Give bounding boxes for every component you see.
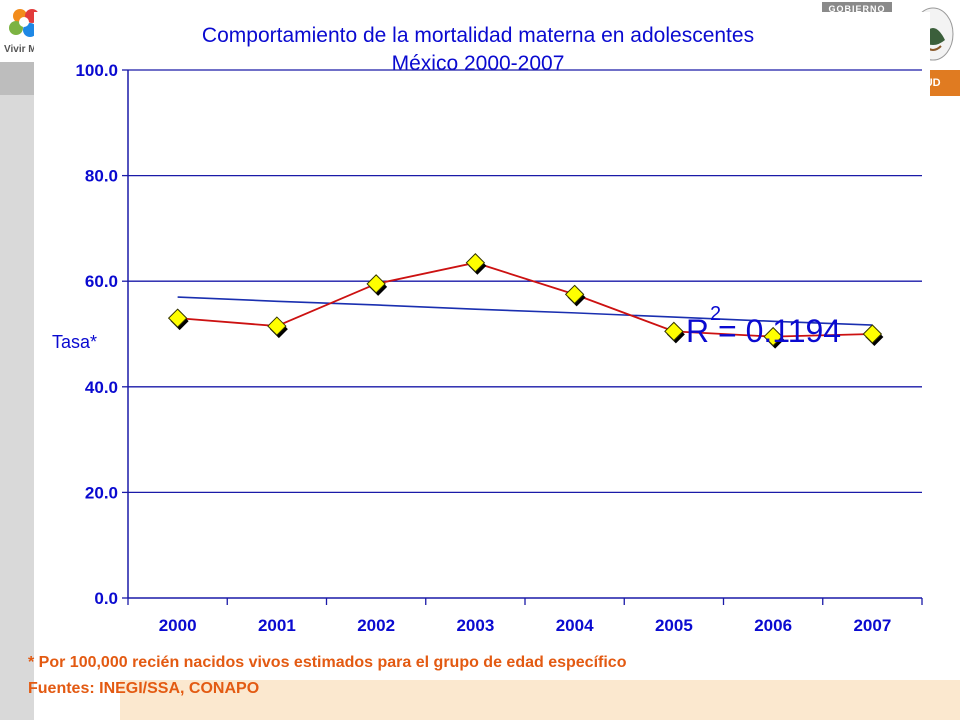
x-tick-label: 2004 [556,616,594,635]
data-point-2001 [267,316,287,336]
data-point-2003 [465,253,486,273]
y-tick-label: 20.0 [85,483,118,502]
x-tick-label: 2001 [258,616,296,635]
y-tick-label: 80.0 [85,167,118,186]
data-point-2007 [862,324,883,344]
vivir-mejor-text: Vivir M [4,44,37,55]
x-tick-label: 2002 [357,616,395,635]
data-point-2004 [564,284,585,305]
y-tick-label: 100.0 [75,61,118,80]
r-squared-annotation: R = 0.1194 [686,313,841,349]
y-tick-label: 40.0 [85,378,118,397]
x-tick-label: 2000 [159,616,197,635]
left-sidebar-bar [0,95,34,720]
data-point-2005 [664,321,684,342]
series-group [167,253,884,349]
chart-title-line-2: México 2000-2007 [392,52,565,75]
data-point-2000 [167,308,188,328]
grid-lines [128,69,922,494]
x-tick-label: 2006 [754,616,792,635]
footnote-definition: * Por 100,000 recién nacidos vivos estim… [28,654,627,671]
footnote-sources: Fuentes: INEGI/SSA, CONAPO [28,680,260,697]
data-point-2006 [763,326,783,347]
x-tick-label: 2005 [655,616,693,635]
y-tick-label: 60.0 [85,272,118,291]
data-point-2002 [366,274,386,294]
x-tick-label: 2007 [853,616,891,635]
y-tick-labels: 0.0 20.0 40.0 60.0 80.0 100.0 [75,61,118,608]
series-line [177,261,873,338]
chart-panel [34,12,930,680]
r-squared-superscript: 2 [710,303,721,325]
trendline [177,296,873,326]
axes [122,69,923,605]
chart-title-line-1: Comportamiento de la mortalidad materna … [202,24,754,47]
flower-logo-icon [9,9,39,37]
x-tick-label: 2003 [456,616,494,635]
footer-band [120,680,960,720]
x-tick-labels: 2000 2001 2002 2003 2004 2005 2006 2007 [159,616,892,635]
footer-band-left [34,680,120,720]
y-tick-label: 0.0 [94,589,118,608]
y-axis-label: Tasa* [52,332,97,352]
